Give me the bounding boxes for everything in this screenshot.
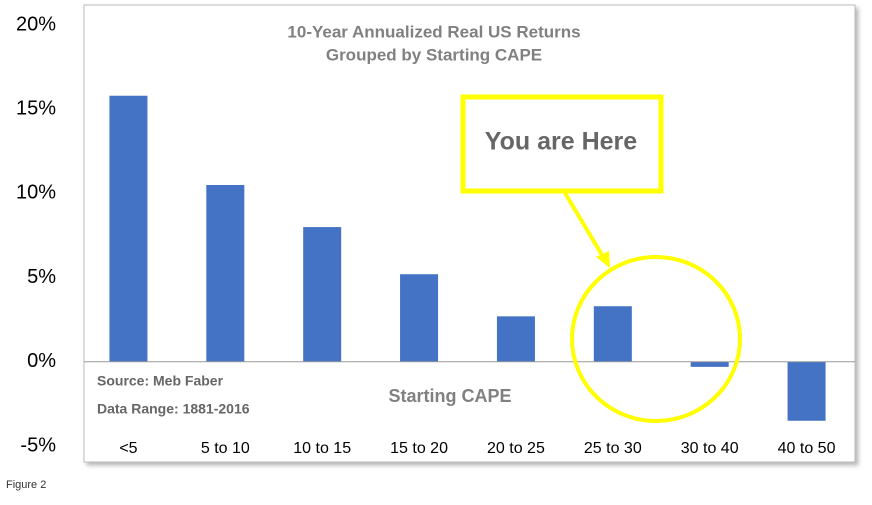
bar bbox=[303, 227, 342, 362]
bar bbox=[109, 95, 148, 362]
x-tick-label: 40 to 50 bbox=[778, 440, 836, 457]
bar bbox=[496, 316, 535, 362]
y-tick-label: 0% bbox=[27, 350, 56, 372]
y-tick-label: 5% bbox=[27, 266, 56, 288]
x-tick-label: 30 to 40 bbox=[681, 440, 739, 457]
bar bbox=[787, 361, 826, 421]
y-tick-label: 15% bbox=[16, 97, 56, 119]
chart-title: 10-Year Annualized Real US Returns bbox=[287, 22, 580, 41]
x-tick-label: 5 to 10 bbox=[201, 440, 250, 457]
caption: Figure 2 bbox=[6, 479, 46, 491]
arrow-head bbox=[596, 251, 610, 268]
x-tick-label: <5 bbox=[119, 440, 137, 457]
y-tick-label: 10% bbox=[16, 182, 56, 204]
x-axis-label: Starting CAPE bbox=[388, 386, 511, 406]
callout-box bbox=[460, 94, 664, 194]
bar bbox=[690, 361, 729, 367]
source-note: Source: Meb Faber bbox=[97, 373, 224, 389]
bar bbox=[593, 306, 632, 362]
x-tick-label: 10 to 15 bbox=[293, 440, 351, 457]
bar bbox=[206, 184, 245, 362]
range-note: Data Range: 1881-2016 bbox=[97, 401, 250, 417]
x-tick-label: 15 to 20 bbox=[390, 440, 448, 457]
y-tick-label: 20% bbox=[16, 13, 56, 35]
callout-text: You are Here bbox=[485, 128, 637, 156]
x-tick-label: 25 to 30 bbox=[584, 440, 642, 457]
chart-subtitle: Grouped by Starting CAPE bbox=[326, 45, 542, 64]
highlight-circle bbox=[570, 255, 742, 423]
x-tick-label: 20 to 25 bbox=[487, 440, 545, 457]
bar bbox=[400, 274, 439, 362]
y-tick-label: -5% bbox=[20, 434, 56, 456]
callout-arrow bbox=[563, 191, 607, 262]
